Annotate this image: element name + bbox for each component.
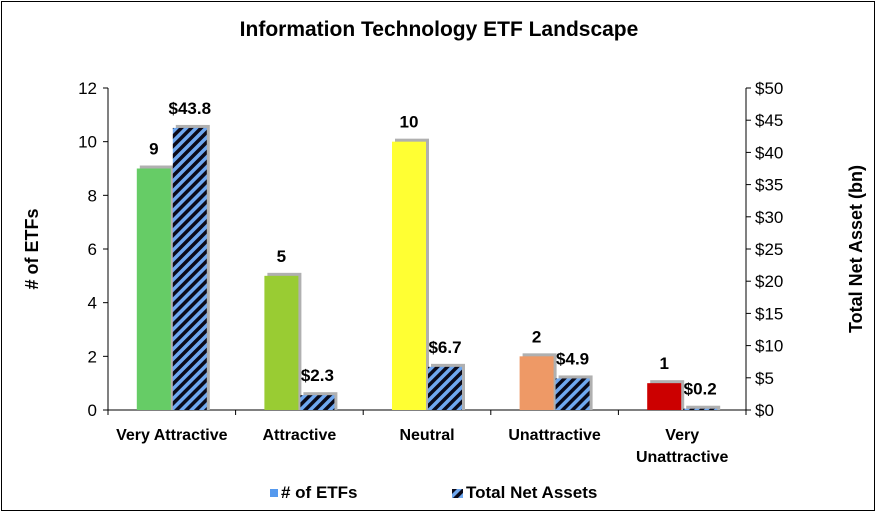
y-tick-label-left: 4: [88, 294, 97, 313]
data-label-etfs: 2: [532, 327, 541, 346]
legend-label-assets: Total Net Assets: [466, 483, 598, 502]
data-label-net-assets: $4.9: [556, 349, 589, 368]
y-tick-label-left: 2: [88, 347, 97, 366]
data-label-net-assets: $0.2: [684, 380, 717, 399]
bar-net-assets: [428, 366, 462, 410]
data-label-etfs: 5: [277, 247, 286, 266]
bar-net-assets: [555, 378, 590, 410]
chart-legend: # of ETFs Total Net Assets: [0, 481, 878, 507]
data-label-etfs: 9: [149, 140, 158, 159]
x-tick-label: Very Attractive: [116, 427, 228, 444]
y-tick-label-right: $45: [755, 111, 783, 130]
y-tick-label-left: 10: [78, 133, 97, 152]
y-tick-label-right: $30: [755, 208, 783, 227]
y-tick-label-left: 8: [88, 186, 97, 205]
y-tick-label-right: $40: [755, 143, 783, 162]
bar-etfs: [264, 275, 299, 410]
legend-item-assets: Total Net Assets: [452, 483, 597, 503]
bar-net-assets: [300, 395, 335, 410]
x-tick-label: Neutral: [399, 427, 454, 444]
y-tick-label-left: 0: [88, 401, 97, 420]
x-tick-label: Very: [665, 427, 699, 444]
legend-label-etfs: # of ETFs: [281, 483, 358, 502]
data-label-net-assets: $43.8: [169, 99, 212, 118]
y-tick-label-right: $20: [755, 272, 783, 291]
x-tick-label: Unattractive: [636, 449, 729, 466]
data-label-etfs: 1: [659, 354, 668, 373]
y-tick-label-right: $5: [755, 369, 774, 388]
data-label-net-assets: $2.3: [301, 366, 334, 385]
legend-swatch-assets: [452, 488, 463, 498]
data-label-etfs: 10: [400, 113, 419, 132]
bar-shadow: [686, 405, 721, 410]
bar-net-assets: [683, 408, 718, 410]
bar-etfs: [136, 168, 171, 410]
legend-item-etfs: # of ETFs: [270, 483, 358, 503]
y-tick-label-right: $10: [755, 337, 783, 356]
bar-etfs: [392, 141, 426, 410]
data-label-net-assets: $6.7: [428, 338, 461, 357]
y-axis-title-right: Total Net Asset (bn): [846, 165, 866, 333]
x-tick-label: Unattractive: [508, 427, 601, 444]
y-tick-label-right: $50: [755, 79, 783, 98]
y-tick-label-right: $0: [755, 401, 774, 420]
y-tick-label-left: 12: [78, 79, 97, 98]
y-tick-label-right: $15: [755, 304, 783, 323]
chart-title: Information Technology ETF Landscape: [239, 18, 639, 41]
y-axis-title-left: # of ETFs: [22, 208, 42, 289]
x-tick-label: Attractive: [262, 427, 336, 444]
bar-net-assets: [172, 127, 207, 410]
bar-etfs: [647, 383, 682, 410]
legend-swatch-etfs: [270, 489, 278, 497]
y-tick-label-left: 6: [88, 240, 97, 259]
bar-etfs: [519, 356, 554, 410]
y-tick-label-right: $35: [755, 176, 783, 195]
y-tick-label-right: $25: [755, 240, 783, 259]
